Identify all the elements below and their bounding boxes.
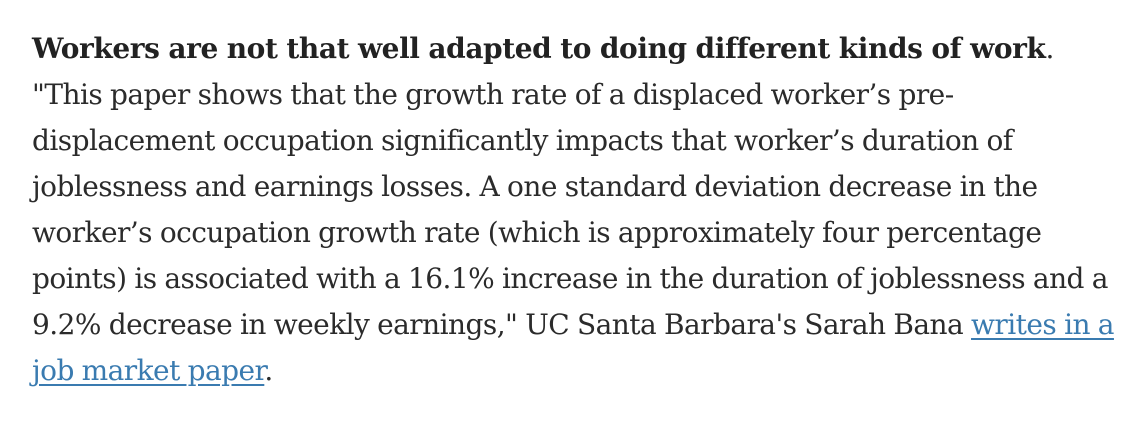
quote-text: "This paper shows that the growth rate o…	[32, 78, 1108, 341]
lead-punctuation: .	[1045, 32, 1054, 65]
closing-period: .	[264, 354, 273, 387]
article-paragraph: Workers are not that well adapted to doi…	[32, 26, 1120, 394]
job-market-paper-link[interactable]: writes in a job market paper	[32, 308, 1115, 387]
lead-heading: Workers are not that well adapted to doi…	[32, 32, 1046, 65]
